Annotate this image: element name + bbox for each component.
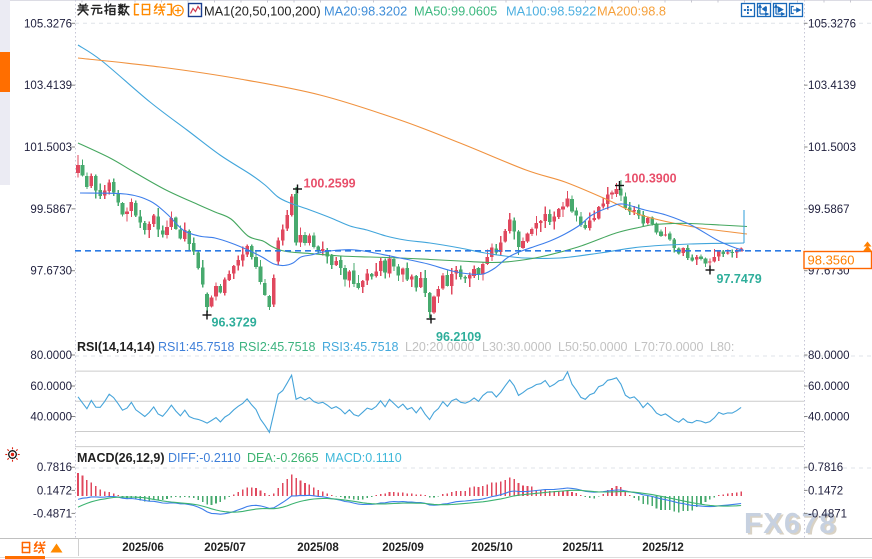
svg-text:MA200:98.8: MA200:98.8 [597,4,666,19]
svg-text:100.3900: 100.3900 [625,172,677,186]
svg-text:2025/10: 2025/10 [471,542,513,554]
svg-text:80.0000: 80.0000 [808,350,850,362]
svg-text:MA50:99.0605: MA50:99.0605 [414,4,497,19]
svg-text:MA1(20,50,100,200): MA1(20,50,100,200) [204,4,321,19]
svg-text:99.5867: 99.5867 [808,204,850,216]
svg-text:2025/12: 2025/12 [642,542,684,554]
svg-text:RSI(14,14,14): RSI(14,14,14) [77,340,155,354]
svg-text:103.4139: 103.4139 [808,80,856,92]
svg-text:-0.4871: -0.4871 [33,508,72,520]
svg-text:FX678: FX678 [744,508,837,540]
svg-text:FX678: FX678 [746,510,839,542]
svg-text:L50:50.0000: L50:50.0000 [558,340,628,354]
svg-text:98.3560: 98.3560 [808,253,855,268]
svg-text:L20:20.0000: L20:20.0000 [405,340,475,354]
svg-text:60.0000: 60.0000 [808,381,850,393]
svg-text:0.1472: 0.1472 [808,485,843,497]
svg-text:MACD:0.1110: MACD:0.1110 [325,451,402,465]
svg-text:RSI3:45.7518: RSI3:45.7518 [322,340,398,354]
svg-text:2025/07: 2025/07 [204,542,246,554]
svg-text:MA100:98.5922: MA100:98.5922 [506,4,596,19]
svg-text:96.3729: 96.3729 [212,316,257,330]
svg-text:L80:: L80: [710,340,734,354]
svg-text:0.7816: 0.7816 [37,462,72,474]
svg-text:0.1472: 0.1472 [37,485,72,497]
svg-text:60.0000: 60.0000 [30,381,72,393]
svg-text:97.7479: 97.7479 [717,272,762,286]
svg-text:DIFF:-0.2110: DIFF:-0.2110 [168,451,241,465]
svg-text:103.4139: 103.4139 [24,80,72,92]
svg-text:-0.4871: -0.4871 [808,508,847,520]
svg-text:101.5003: 101.5003 [808,142,856,154]
svg-text:97.6730: 97.6730 [30,266,72,278]
svg-text:101.5003: 101.5003 [24,142,72,154]
svg-text:96.2109: 96.2109 [436,330,481,344]
svg-text:DEA:-0.2665: DEA:-0.2665 [247,451,319,465]
svg-text:MACD(26,12,9): MACD(26,12,9) [77,451,165,465]
svg-text:2025/09: 2025/09 [382,542,424,554]
svg-text:0.7816: 0.7816 [808,462,843,474]
svg-text:100.2599: 100.2599 [304,177,356,191]
svg-text:40.0000: 40.0000 [808,412,850,424]
svg-text:99.5867: 99.5867 [30,204,72,216]
svg-text:2025/06: 2025/06 [122,542,164,554]
svg-text:RSI2:45.7518: RSI2:45.7518 [239,340,315,354]
svg-text:105.3276: 105.3276 [808,18,856,30]
svg-text:L70:70.0000: L70:70.0000 [634,340,704,354]
svg-text:40.0000: 40.0000 [30,412,72,424]
svg-text:L30:30.0000: L30:30.0000 [482,340,552,354]
svg-text:2025/08: 2025/08 [297,542,339,554]
svg-text:RSI1:45.7518: RSI1:45.7518 [158,340,234,354]
svg-text:MA20:98.3202: MA20:98.3202 [324,4,407,19]
svg-text:2025/11: 2025/11 [563,542,605,554]
svg-text:105.3276: 105.3276 [24,18,72,30]
svg-text:80.0000: 80.0000 [30,350,72,362]
